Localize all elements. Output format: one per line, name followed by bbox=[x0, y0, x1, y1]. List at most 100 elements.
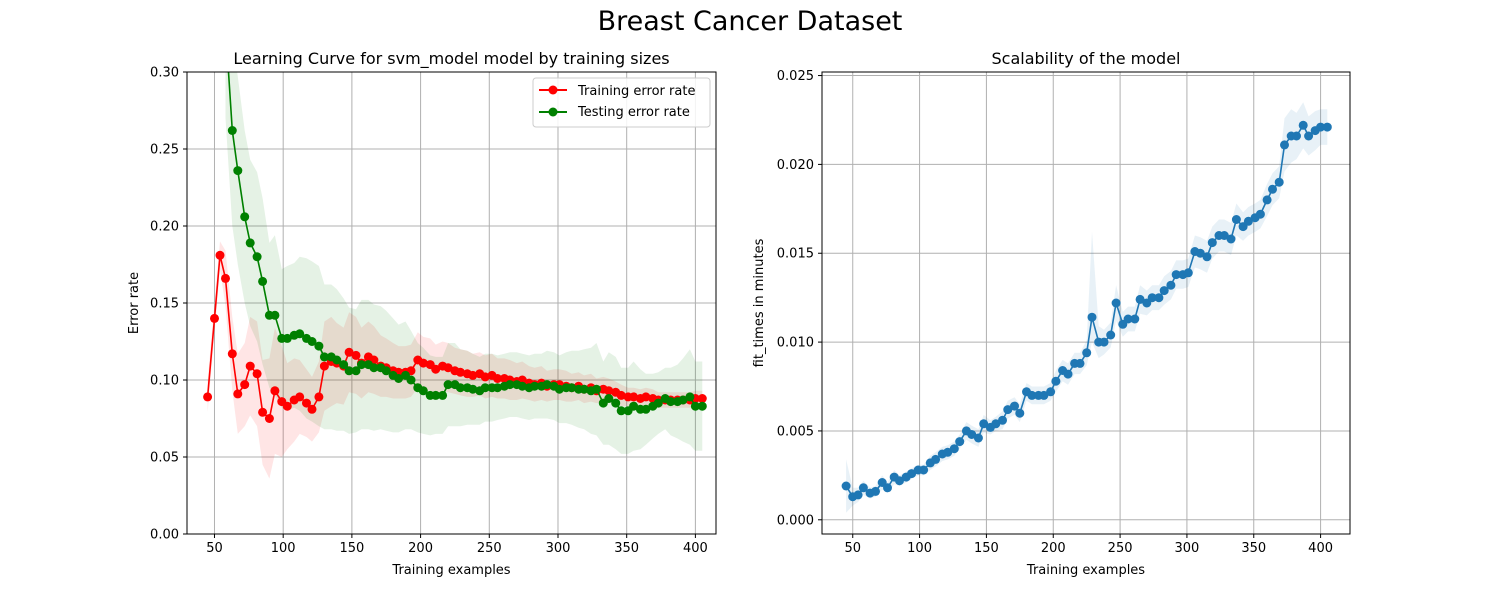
scalability-series-0-point bbox=[1111, 298, 1121, 308]
scalability-series-0-point bbox=[967, 430, 977, 439]
learning-curve-series-1-point bbox=[357, 360, 366, 370]
learning-curve-series-1-point bbox=[270, 310, 280, 320]
learning-curve-series-1-point bbox=[252, 252, 262, 262]
learning-curve-series-1-point bbox=[245, 238, 255, 248]
learning-curve-series-0-point bbox=[455, 367, 465, 377]
scalability-series-0-point bbox=[895, 476, 904, 486]
learning-curve-series-1-point bbox=[604, 394, 614, 403]
learning-curve-series-1-point bbox=[431, 390, 441, 400]
scalability-ytick-label: 0.015 bbox=[777, 247, 814, 262]
scalability-series-0-point bbox=[1304, 131, 1314, 141]
scalability-series-0-point bbox=[858, 483, 868, 493]
scalability-series-0-point bbox=[955, 437, 965, 447]
learning-curve-series-1-point bbox=[339, 360, 349, 370]
scalability-series-0-point bbox=[841, 481, 851, 491]
scalability-ytick-label: 0.020 bbox=[777, 158, 814, 173]
learning-curve-series-0-point bbox=[221, 273, 230, 283]
learning-curve-xlabel: Training examples bbox=[391, 563, 510, 578]
legend: Training error rate Testing error rate bbox=[532, 77, 711, 128]
learning-curve-series-0-point bbox=[270, 386, 280, 396]
learning-curve-series-1-point bbox=[314, 341, 324, 351]
scalability-series-0-point bbox=[1207, 238, 1217, 248]
legend-train-label: Training error rate bbox=[577, 84, 695, 99]
learning-curve-series-1-point bbox=[653, 398, 663, 408]
learning-curve-series-0-point bbox=[307, 404, 317, 414]
learning-curve-series-1-point bbox=[233, 166, 243, 176]
learning-curve-series-0-point bbox=[319, 361, 329, 371]
learning-curve-series-0-point bbox=[282, 401, 292, 411]
learning-curve-xtick-label: 200 bbox=[408, 541, 433, 556]
learning-curve-series-1-point bbox=[295, 329, 305, 339]
learning-curve-series-1-point bbox=[221, 21, 230, 30]
scalability-series-0-point bbox=[919, 465, 929, 475]
learning-curve-series-1-point bbox=[616, 406, 626, 416]
scalability-xtick-label: 300 bbox=[1175, 541, 1200, 556]
scalability-grid bbox=[822, 72, 1350, 534]
learning-curve-series-1-point bbox=[258, 276, 268, 286]
scalability-series-0-point bbox=[883, 483, 892, 493]
learning-curve-series-1-point bbox=[611, 398, 621, 408]
scalability-ytick-label: 0.000 bbox=[777, 513, 814, 528]
learning-curve-ytick-label: 0.10 bbox=[150, 374, 179, 389]
learning-curve-ytick-label: 0.30 bbox=[150, 66, 179, 81]
scalability-series-0-point bbox=[853, 490, 863, 500]
learning-curve-series-1-point bbox=[369, 363, 379, 373]
scalability-series-0-band bbox=[846, 102, 1328, 513]
scalability-series-0-point bbox=[1063, 369, 1073, 379]
learning-curve-xtick-label: 350 bbox=[614, 541, 639, 556]
scalability-series-0-point bbox=[931, 454, 941, 464]
learning-curve-series-1-point bbox=[666, 397, 676, 407]
learning-curve-series-1-band bbox=[225, 72, 703, 454]
learning-curve-series-0-point bbox=[252, 369, 262, 379]
learning-curve-series-1-point bbox=[282, 333, 292, 343]
scalability-series-0-point bbox=[1171, 270, 1181, 280]
scalability-series-0-point bbox=[998, 415, 1007, 425]
learning-curve-ylabel: Error rate bbox=[127, 272, 142, 334]
learning-curve-title: Learning Curve for svm_model model by tr… bbox=[233, 49, 669, 69]
learning-curve-xtick-label: 300 bbox=[546, 541, 571, 556]
scalability-series-0-point bbox=[1159, 286, 1169, 296]
learning-curve-series-0-point bbox=[233, 389, 243, 399]
learning-curve-series-1-point bbox=[307, 337, 317, 346]
scalability-series-0-point bbox=[1015, 408, 1025, 418]
scalability-xtick-label: 250 bbox=[1108, 541, 1133, 556]
learning-curve-series-0-point bbox=[629, 392, 639, 402]
learning-curve-series-1-point bbox=[629, 401, 639, 411]
learning-curve-series-0-point bbox=[302, 398, 311, 408]
learning-curve-xtick-label: 50 bbox=[206, 541, 223, 556]
learning-curve-series-1-point bbox=[690, 401, 700, 411]
scalability-xtick-label: 50 bbox=[844, 541, 861, 556]
learning-curve-series-1-point bbox=[567, 383, 577, 393]
learning-curve-series-0-point bbox=[245, 361, 255, 371]
learning-curve-series-1-point bbox=[517, 381, 527, 391]
scalability-series-0-point bbox=[1255, 209, 1265, 219]
learning-curve-series-0-point bbox=[493, 374, 502, 383]
scalability-ticks: 50 100 150 200 250 300 350 400 0.000 0.005 0.010 0.… bbox=[777, 69, 1333, 556]
scalability-series-0-point bbox=[991, 419, 1001, 429]
scalability-xlabel: Training examples bbox=[1026, 563, 1145, 578]
scalability-lines bbox=[841, 120, 1332, 502]
scalability-xtick-label: 400 bbox=[1308, 541, 1333, 556]
scalability-series-0-point bbox=[907, 469, 917, 479]
learning-curve-series-1-point bbox=[438, 390, 448, 400]
scalability-series-0-point bbox=[1322, 122, 1332, 132]
learning-curve-ytick-label: 0.20 bbox=[150, 220, 179, 235]
scalability-series-0-point bbox=[1147, 293, 1157, 303]
scalability-ytick-label: 0.025 bbox=[777, 69, 814, 84]
learning-curve-series-0-point bbox=[227, 349, 237, 359]
learning-curve-series-1-point bbox=[592, 384, 601, 394]
scalability-series-0-point bbox=[949, 444, 959, 454]
legend-test-label: Testing error rate bbox=[577, 105, 690, 120]
learning-curve-series-1-point bbox=[319, 352, 329, 362]
learning-curve-series-1-point bbox=[406, 375, 416, 385]
learning-curve-series-1-point bbox=[332, 355, 342, 365]
learning-curve-series-0-point bbox=[295, 392, 305, 402]
scalability-series-0-point bbox=[1243, 216, 1253, 226]
scalability-series-0-point bbox=[1226, 234, 1236, 244]
learning-curve-series-1-point bbox=[542, 380, 552, 390]
scalability-series-0-point bbox=[1166, 280, 1176, 290]
scalability-series-0-point bbox=[1082, 348, 1092, 358]
scalability-xtick-label: 350 bbox=[1241, 541, 1266, 556]
learning-curve-series-1-point bbox=[685, 392, 695, 402]
scalability-xtick-label: 150 bbox=[974, 541, 999, 556]
